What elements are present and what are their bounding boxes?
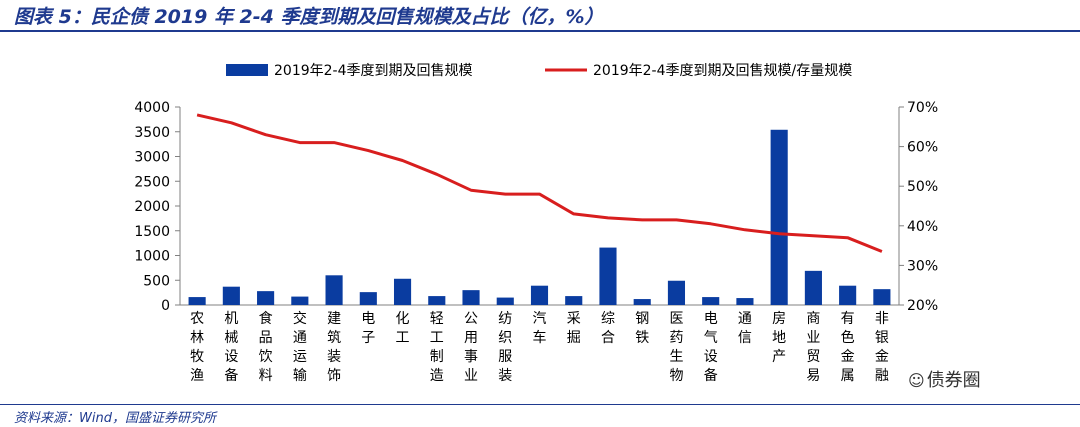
bar bbox=[873, 289, 891, 305]
bar bbox=[462, 290, 480, 305]
bar bbox=[667, 280, 686, 305]
category-label: 纺织服装 bbox=[498, 311, 512, 384]
bar bbox=[496, 297, 514, 305]
right-tick-label: 40% bbox=[907, 219, 938, 235]
left-tick-label: 1500 bbox=[134, 224, 170, 240]
bar bbox=[530, 285, 549, 305]
bar bbox=[222, 286, 240, 305]
bar bbox=[633, 299, 651, 305]
category-label: 交通运输 bbox=[293, 310, 307, 384]
bar-series bbox=[188, 129, 891, 305]
footer-rule bbox=[0, 404, 1080, 405]
bar bbox=[565, 296, 583, 305]
line-series bbox=[196, 113, 883, 253]
bar bbox=[325, 275, 343, 305]
bar bbox=[188, 297, 206, 305]
category-label: 有色金属 bbox=[841, 311, 855, 384]
left-tick-label: 3000 bbox=[134, 150, 170, 166]
category-label: 钢铁 bbox=[635, 311, 649, 346]
bar bbox=[257, 291, 275, 305]
bar bbox=[359, 292, 377, 305]
category-label: 通信 bbox=[738, 311, 752, 346]
right-tick-label: 50% bbox=[907, 179, 938, 195]
category-label: 公用事业 bbox=[464, 311, 478, 384]
legend: 2019年2-4季度到期及回售规模 2019年2-4季度到期及回售规模/存量规模 bbox=[226, 63, 852, 79]
category-label: 食品饮料 bbox=[259, 310, 273, 384]
left-tick-label: 1000 bbox=[134, 249, 170, 265]
category-label: 商业贸易 bbox=[806, 311, 820, 384]
ratio-line bbox=[196, 113, 883, 253]
left-tick-label: 3500 bbox=[134, 125, 170, 141]
bar bbox=[770, 129, 788, 305]
left-tick-label: 4000 bbox=[134, 100, 170, 116]
category-label: 轻工制造 bbox=[430, 311, 444, 384]
bar bbox=[291, 296, 309, 305]
category-label: 综合 bbox=[601, 311, 615, 346]
bar bbox=[804, 270, 822, 305]
title-rule bbox=[0, 30, 1080, 32]
bar bbox=[702, 297, 720, 305]
bar bbox=[428, 296, 446, 305]
left-tick-label: 2500 bbox=[134, 174, 170, 190]
bar bbox=[393, 278, 412, 305]
bar bbox=[839, 285, 857, 305]
right-tick-label: 20% bbox=[907, 298, 938, 314]
category-label: 建筑装饰 bbox=[327, 311, 341, 384]
legend-bar-label: 2019年2-4季度到期及回售规模 bbox=[274, 63, 473, 79]
category-label: 汽车 bbox=[533, 311, 547, 346]
category-label: 电子 bbox=[361, 311, 375, 346]
watermark-text: 债券圈 bbox=[926, 370, 981, 391]
source-note: 资料来源：Wind，国盛证券研究所 bbox=[14, 411, 216, 426]
chart-title: 图表 5：民企债 2019 年 2-4 季度到期及回售规模及占比（亿，%） bbox=[14, 6, 604, 28]
category-label: 非银金融 bbox=[875, 311, 889, 384]
category-label: 农林牧渔 bbox=[190, 311, 204, 384]
right-tick-label: 70% bbox=[907, 100, 938, 116]
right-tick-label: 30% bbox=[907, 258, 938, 274]
category-label: 化工 bbox=[396, 311, 410, 346]
left-tick-label: 2000 bbox=[134, 199, 170, 215]
category-label: 医药生物 bbox=[669, 311, 683, 384]
left-tick-label: 0 bbox=[161, 298, 170, 314]
left-tick-label: 500 bbox=[143, 273, 170, 289]
legend-bar-swatch bbox=[226, 64, 268, 76]
category-label: 电气设备 bbox=[704, 311, 718, 384]
wechat-icon: ☺ bbox=[908, 371, 925, 390]
category-label: 采掘 bbox=[567, 311, 581, 346]
bar bbox=[736, 298, 754, 305]
right-tick-label: 60% bbox=[907, 140, 938, 156]
bar bbox=[599, 247, 617, 305]
watermark: ☺ 债券圈 bbox=[908, 366, 981, 392]
legend-line-label: 2019年2-4季度到期及回售规模/存量规模 bbox=[593, 63, 852, 79]
category-label: 房地产 bbox=[772, 311, 786, 365]
category-label: 机械设备 bbox=[224, 311, 238, 384]
